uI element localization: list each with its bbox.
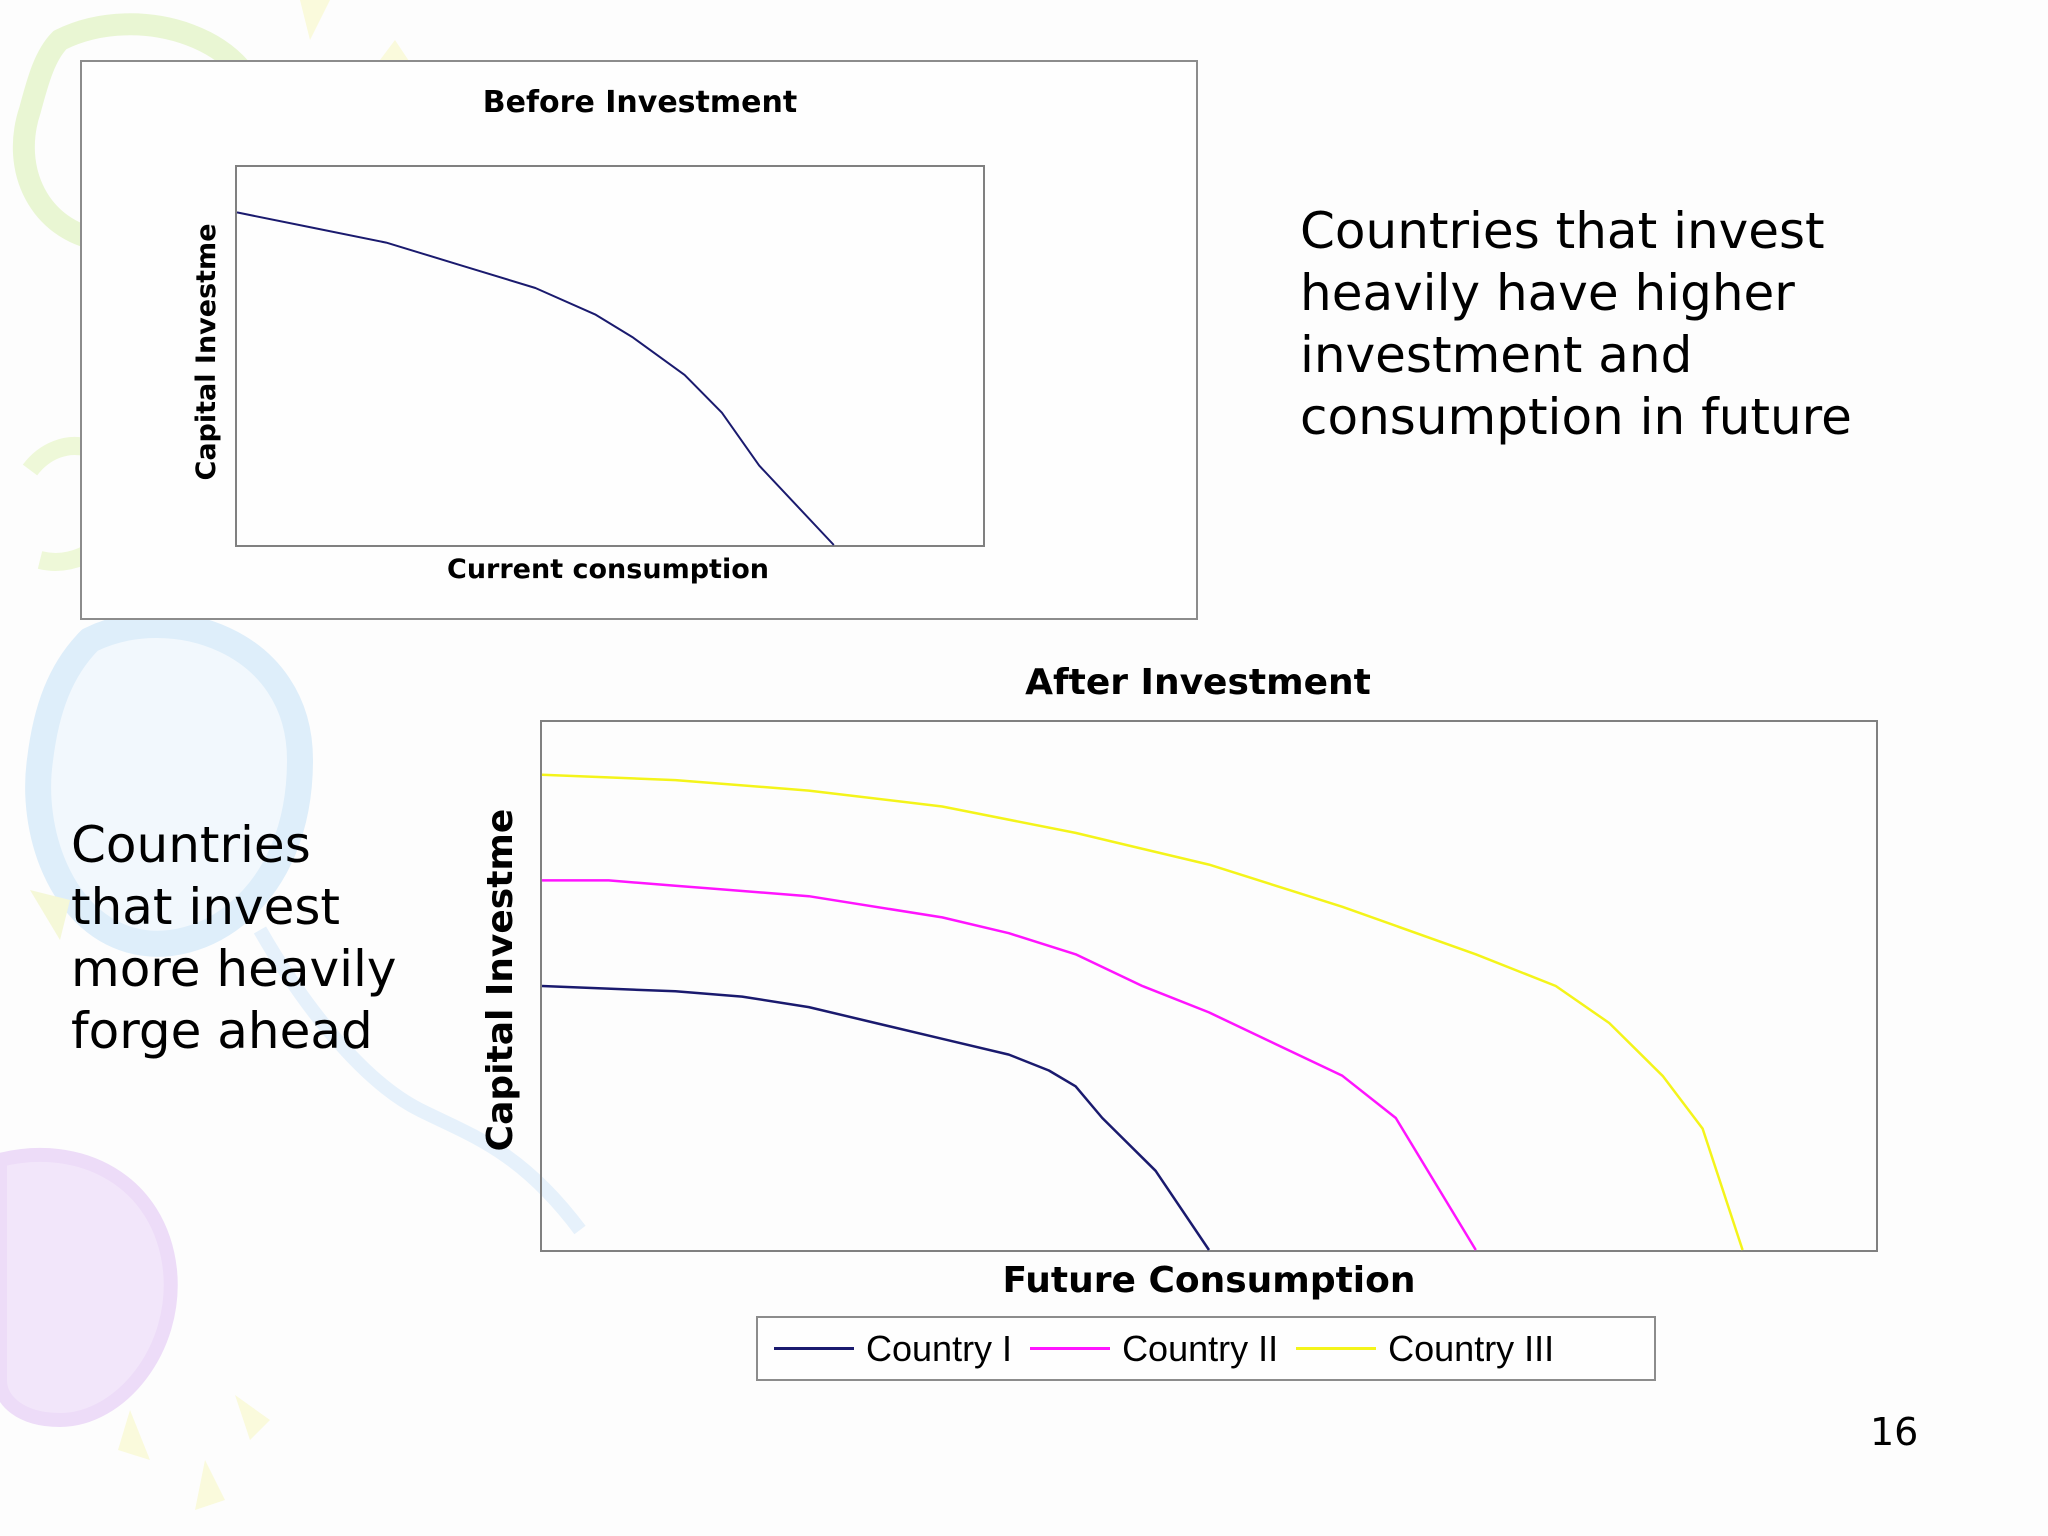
x-axis-label: Future Consumption xyxy=(1003,1260,1416,1301)
series-line-country-ii xyxy=(542,879,1477,1251)
confetti-triangle xyxy=(300,0,330,40)
confetti-triangle xyxy=(30,890,70,940)
chart-title: Before Investment xyxy=(483,85,797,120)
legend-label: Country II xyxy=(1122,1327,1279,1369)
confetti-triangle xyxy=(118,1410,150,1460)
series-line-country-iii xyxy=(541,773,1744,1251)
plot-area xyxy=(540,720,1878,1252)
balloon-blue-shape xyxy=(25,612,314,957)
before-investment-chart-frame xyxy=(80,60,1198,620)
text-line: forge ahead xyxy=(71,1002,373,1060)
legend-item-country-2: Country II xyxy=(1030,1328,1278,1370)
x-axis-label: Current consumption xyxy=(447,554,769,585)
left-text-block: Countries that invest more heavily forge… xyxy=(71,814,396,1062)
legend-swatch xyxy=(774,1347,854,1350)
top-right-text-block: Countries that invest heavily have highe… xyxy=(1300,200,1852,448)
legend-swatch xyxy=(1030,1347,1111,1350)
text-line: more heavily xyxy=(71,940,397,998)
legend-item-country-1: Country I xyxy=(774,1328,1012,1370)
page-number: 16 xyxy=(1870,1410,1919,1454)
legend-label: Country I xyxy=(866,1327,1013,1369)
legend-swatch xyxy=(1296,1347,1377,1350)
legend-label: Country III xyxy=(1388,1327,1555,1369)
text-line: heavily have higher xyxy=(1300,264,1795,322)
plot-area xyxy=(235,165,985,547)
series-line-country-i xyxy=(541,984,1211,1251)
legend-item-country-3: Country III xyxy=(1296,1328,1554,1370)
balloon-purple-shape xyxy=(0,1147,178,1428)
text-line: that invest xyxy=(71,878,341,936)
chart-title: After Investment xyxy=(1025,662,1371,703)
text-line: consumption in future xyxy=(1300,388,1852,446)
confetti-triangle xyxy=(235,1395,270,1440)
text-line: Countries that invest xyxy=(1300,202,1825,260)
balloon-blue-string xyxy=(253,926,586,1235)
y-axis-label: Capital Investme xyxy=(480,809,521,1152)
chart-legend: Country I Country II Country III xyxy=(756,1316,1656,1381)
text-line: investment and xyxy=(1300,326,1693,384)
y-axis-label: Capital Investme xyxy=(191,223,222,480)
text-line: Countries xyxy=(71,816,311,874)
series-line-1 xyxy=(236,211,835,546)
confetti-triangle xyxy=(195,1460,225,1510)
